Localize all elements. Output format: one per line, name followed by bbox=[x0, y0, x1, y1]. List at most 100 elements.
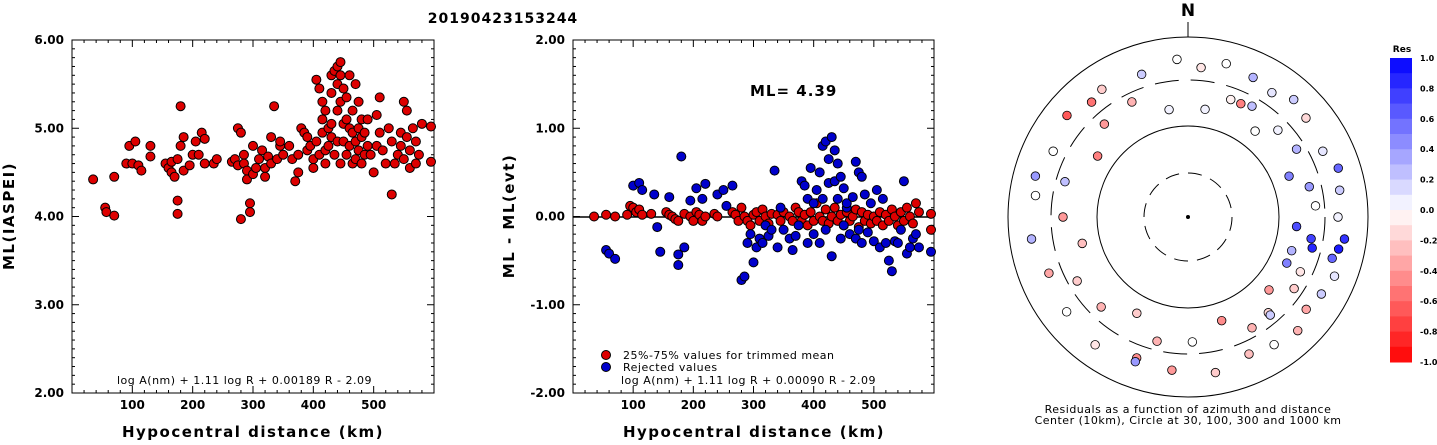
data-point bbox=[832, 158, 843, 169]
data-point bbox=[808, 229, 819, 240]
colorbar-cell bbox=[1390, 118, 1412, 135]
data-point bbox=[175, 140, 186, 151]
data-point bbox=[811, 185, 822, 196]
data-point bbox=[622, 209, 633, 220]
data-point bbox=[401, 105, 412, 116]
polar-point bbox=[1310, 201, 1321, 211]
x-ticks: 100 200 300 400 500 bbox=[71, 40, 435, 412]
data-point bbox=[284, 140, 295, 151]
data-point bbox=[269, 101, 280, 112]
colorbar-cell bbox=[1390, 255, 1412, 272]
data-point bbox=[742, 237, 753, 248]
data-point bbox=[820, 224, 831, 235]
colorbar-tick-label: -0.8 bbox=[1420, 328, 1437, 337]
data-point bbox=[323, 140, 334, 151]
polar-point bbox=[1061, 307, 1072, 317]
data-point bbox=[925, 224, 936, 235]
data-point bbox=[691, 183, 702, 194]
data-point bbox=[925, 246, 936, 257]
polar-point bbox=[1250, 126, 1260, 136]
x-tick-label: 500 bbox=[861, 398, 886, 412]
polar-point bbox=[1248, 72, 1258, 83]
polar-point bbox=[1090, 340, 1100, 350]
data-point bbox=[862, 227, 873, 238]
polar-point bbox=[1318, 146, 1328, 156]
colorbar-tick-label: 0.2 bbox=[1420, 176, 1434, 185]
y-tick-label: 2.00 bbox=[535, 33, 565, 47]
data-point bbox=[841, 198, 852, 209]
data-point bbox=[359, 127, 370, 138]
polar-point bbox=[1304, 182, 1314, 192]
data-point bbox=[395, 140, 406, 151]
circle-30km bbox=[1143, 172, 1233, 262]
panel-ml-residual: -2.00 -1.00 0.00 1.00 2.00 100 200 300 400 500 M… bbox=[500, 33, 936, 441]
data-point bbox=[772, 242, 783, 253]
data-point bbox=[823, 154, 834, 165]
polar-point bbox=[1096, 302, 1106, 312]
data-point bbox=[380, 158, 391, 169]
colorbar-cell bbox=[1390, 225, 1412, 241]
polar-caption-2: Center (10km), Circle at 30, 100, 300 an… bbox=[1035, 414, 1342, 427]
data-point bbox=[718, 185, 729, 196]
colorbar-tick-label: 1.0 bbox=[1420, 54, 1435, 63]
data-point bbox=[850, 156, 861, 167]
data-point bbox=[172, 154, 183, 165]
colorbar-cell bbox=[1390, 194, 1412, 211]
colorbar-cell bbox=[1390, 331, 1412, 348]
y-ticks: -2.00 -1.00 0.00 1.00 2.00 bbox=[530, 33, 934, 400]
colorbar-cell bbox=[1390, 179, 1412, 196]
data-point bbox=[664, 192, 675, 203]
data-point bbox=[293, 149, 304, 160]
data-point bbox=[362, 114, 373, 125]
data-point bbox=[853, 224, 864, 235]
y-tick-label: 6.00 bbox=[34, 33, 64, 47]
data-point bbox=[700, 178, 711, 189]
x-axis-label: Hypocentral distance (km) bbox=[623, 423, 885, 441]
polar-point bbox=[1200, 104, 1210, 115]
polar-point bbox=[1273, 125, 1283, 135]
data-point bbox=[601, 209, 612, 220]
data-point bbox=[799, 180, 810, 191]
data-point bbox=[199, 133, 210, 144]
data-point bbox=[302, 132, 313, 143]
data-point bbox=[362, 140, 373, 151]
polar-point bbox=[1136, 69, 1147, 80]
polar-point bbox=[1264, 285, 1274, 295]
data-point bbox=[778, 224, 789, 235]
polar-point bbox=[1030, 190, 1041, 201]
data-point bbox=[401, 132, 412, 143]
data-point bbox=[808, 198, 819, 209]
polar-point bbox=[1187, 337, 1198, 347]
data-point bbox=[856, 171, 867, 182]
data-point bbox=[817, 193, 828, 204]
polar-point bbox=[1210, 367, 1221, 378]
colorbar-cell bbox=[1390, 164, 1412, 181]
data-point bbox=[244, 207, 255, 218]
data-point bbox=[673, 260, 684, 271]
polar-point bbox=[1247, 323, 1257, 333]
data-point bbox=[775, 202, 786, 213]
polar-point bbox=[1291, 221, 1302, 232]
polar-point bbox=[1329, 271, 1340, 281]
polar-point bbox=[1247, 101, 1257, 111]
data-point bbox=[637, 209, 648, 220]
colorbar-cell bbox=[1390, 346, 1412, 363]
data-point bbox=[880, 237, 891, 248]
formula-text: log A(nm) + 1.11 log R + 0.00090 R - 2.0… bbox=[621, 374, 876, 387]
data-point bbox=[410, 136, 421, 147]
data-point bbox=[338, 83, 349, 94]
data-point bbox=[145, 151, 156, 162]
polar-point bbox=[1030, 171, 1041, 181]
data-point bbox=[847, 192, 858, 203]
data-point bbox=[883, 255, 894, 266]
x-axis-label: Hypocentral distance (km) bbox=[122, 423, 384, 441]
data-point bbox=[266, 132, 277, 143]
data-point bbox=[317, 96, 328, 107]
polar-point bbox=[1291, 144, 1302, 154]
polar-point bbox=[1058, 212, 1068, 222]
data-point bbox=[859, 189, 870, 200]
data-point bbox=[347, 105, 358, 116]
data-point bbox=[410, 158, 421, 169]
polar-points bbox=[1026, 54, 1350, 378]
x-tick-label: 400 bbox=[301, 398, 326, 412]
